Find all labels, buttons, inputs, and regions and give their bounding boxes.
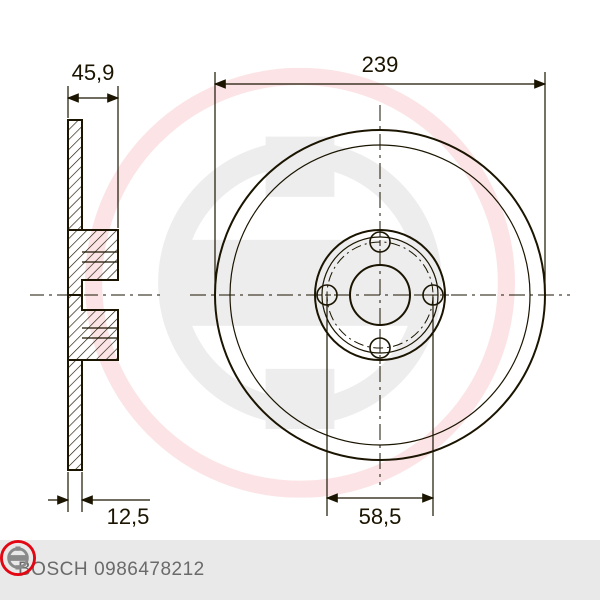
front-view: 239 58,5 [190, 52, 570, 529]
bosch-logo-icon [0, 540, 36, 576]
dim-flange-width: 45,9 [72, 60, 115, 85]
technical-drawing: 45,9 12,5 [0, 0, 600, 540]
part-number: 0986478212 [94, 559, 205, 581]
diagram-canvas: { "diagram": { "type": "engineering-draw… [0, 0, 600, 600]
side-view: 45,9 12,5 [30, 60, 160, 529]
dim-disc-thickness: 12,5 [107, 504, 150, 529]
brand-bar: BOSCH 0986478212 [0, 540, 600, 600]
dim-outer-diameter: 239 [362, 52, 399, 77]
dim-bolt-circle: 58,5 [359, 504, 402, 529]
